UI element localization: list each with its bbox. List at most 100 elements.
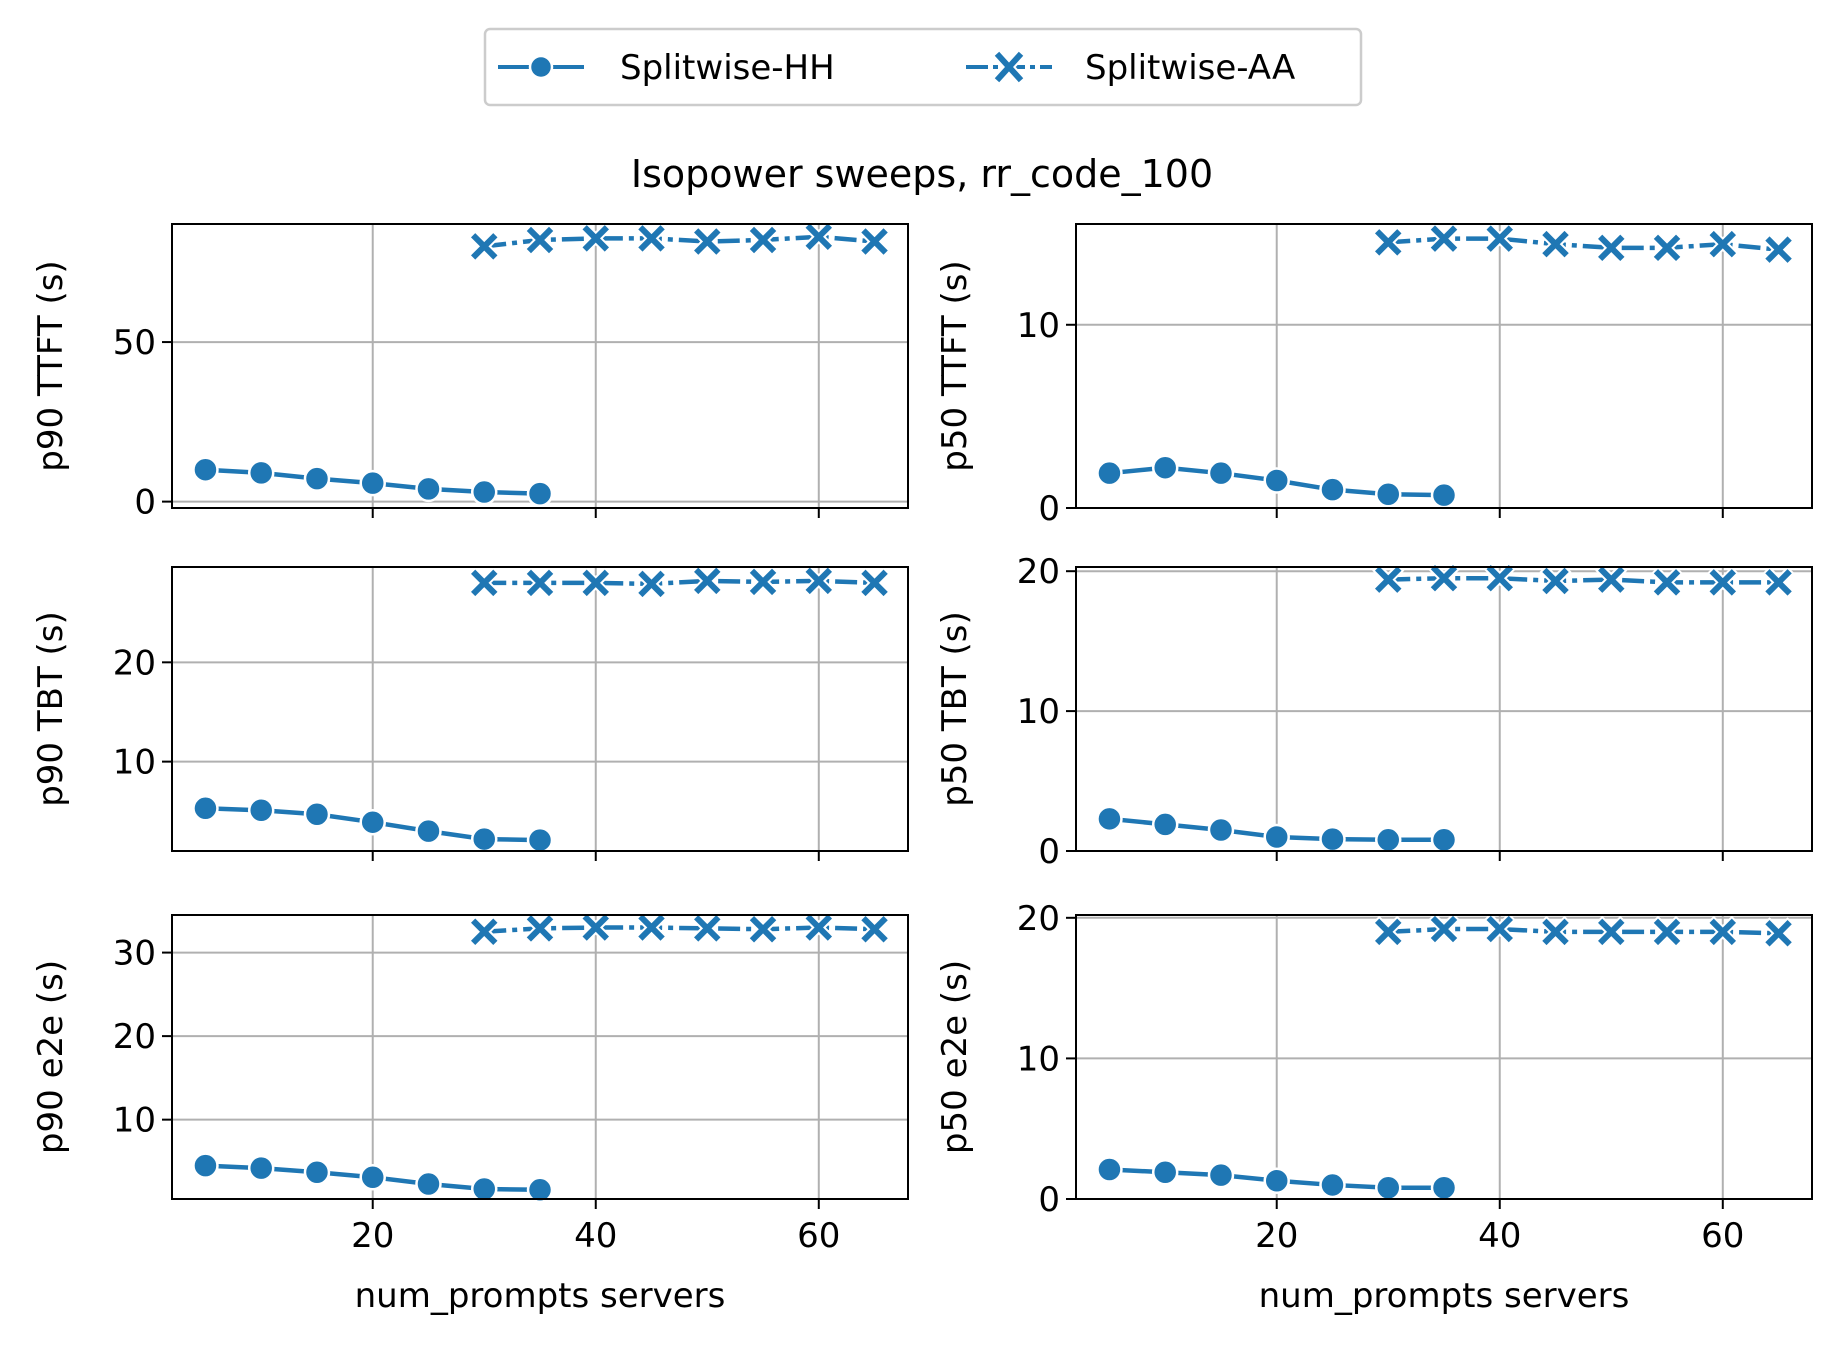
axes-frame xyxy=(1075,566,1813,852)
series-splitwise-aa xyxy=(468,220,891,263)
subplot-p50-tbt: 0 10 20 p50 TBT (s) xyxy=(935,552,1813,872)
legend-label-hh: Splitwise-HH xyxy=(620,48,835,88)
data-point xyxy=(1263,467,1290,494)
data-point xyxy=(523,912,557,945)
y-tick-label: 10 xyxy=(1017,1039,1060,1079)
data-point xyxy=(1539,915,1572,948)
data-point xyxy=(470,478,498,506)
data-point xyxy=(746,913,780,946)
y-tick-label: 10 xyxy=(1017,306,1060,346)
data-point xyxy=(858,566,891,599)
x-axis-label: num_prompts servers xyxy=(355,1276,726,1316)
data-point xyxy=(1207,816,1235,844)
data-point xyxy=(192,795,219,822)
series-splitwise-hh xyxy=(192,1152,554,1204)
x-tick-label: 60 xyxy=(1701,1216,1744,1256)
data-point xyxy=(802,220,835,253)
data-point xyxy=(1539,564,1572,598)
x-tick-label: 40 xyxy=(574,1216,617,1256)
data-point xyxy=(523,223,557,257)
data-point xyxy=(1430,481,1458,509)
data-point xyxy=(1595,563,1628,596)
data-point xyxy=(247,797,275,824)
data-point xyxy=(1483,222,1516,255)
data-point xyxy=(1319,825,1346,853)
data-point xyxy=(1372,563,1405,596)
series-splitwise-hh xyxy=(192,795,554,854)
data-point xyxy=(1706,566,1739,599)
data-point xyxy=(1539,228,1572,261)
subplot-p50-e2e: 20 40 60 0 10 20 p50 e2e (s) num_prompts server… xyxy=(935,899,1813,1316)
axes-frame xyxy=(171,223,909,509)
legend-marker-circle-icon xyxy=(528,54,554,80)
subplot-p90-ttft: 0 50 p90 TTFT (s) xyxy=(31,220,909,523)
y-tick-label: 0 xyxy=(1038,832,1060,872)
y-tick-label: 20 xyxy=(113,643,156,683)
subplot-grid: 0 50 p90 TTFT (s) 0 10 p50 TTFT (s) 10 20 p90 TB… xyxy=(31,220,1813,1316)
data-point xyxy=(468,915,501,948)
y-tick-label: 10 xyxy=(113,1101,156,1141)
x-axis-label: num_prompts servers xyxy=(1259,1276,1630,1316)
data-point xyxy=(1096,805,1123,833)
data-point xyxy=(1207,459,1235,487)
y-tick-label: 10 xyxy=(113,743,156,783)
data-point xyxy=(1096,1156,1123,1183)
series-line xyxy=(484,578,875,587)
data-point xyxy=(1263,1167,1290,1194)
data-point xyxy=(303,801,331,828)
data-point xyxy=(1762,917,1795,950)
data-point xyxy=(579,566,612,599)
y-tick-label: 50 xyxy=(113,323,156,363)
series-line xyxy=(1388,926,1779,936)
series-splitwise-hh xyxy=(192,456,554,507)
data-point xyxy=(802,911,835,944)
legend-frame xyxy=(483,27,1363,107)
data-point xyxy=(415,1170,442,1198)
series-splitwise-aa xyxy=(1372,222,1795,266)
data-point xyxy=(526,480,554,507)
data-point xyxy=(691,912,724,945)
data-point xyxy=(1427,222,1461,255)
data-point xyxy=(247,459,275,487)
axes-frame xyxy=(171,914,909,1200)
data-point xyxy=(303,1159,331,1186)
y-tick-label: 20 xyxy=(113,1017,156,1057)
legend-label-aa: Splitwise-AA xyxy=(1085,48,1295,88)
data-point xyxy=(635,911,668,944)
y-tick-label: 0 xyxy=(134,483,156,523)
data-point xyxy=(1096,459,1123,487)
subplot-p50-ttft: 0 10 p50 TTFT (s) xyxy=(935,222,1813,529)
data-point xyxy=(1650,915,1684,948)
x-tick-label: 60 xyxy=(797,1216,840,1256)
y-tick-label: 20 xyxy=(1017,899,1060,939)
data-point xyxy=(746,565,780,598)
data-point xyxy=(247,1154,275,1182)
data-point xyxy=(1374,1174,1402,1202)
data-point xyxy=(858,913,891,946)
data-point xyxy=(579,911,612,944)
y-axis-label: p90 e2e (s) xyxy=(31,960,71,1154)
y-tick-label: 0 xyxy=(1038,489,1060,529)
series-line xyxy=(1388,575,1779,585)
data-point xyxy=(470,1175,498,1203)
data-point xyxy=(1595,231,1628,264)
data-point xyxy=(470,825,498,853)
legend-entry-aa: Splitwise-AA xyxy=(966,48,1295,88)
y-axis-label: p50 TBT (s) xyxy=(935,611,975,807)
subplot-p90-e2e: 20 40 60 10 20 30 p90 e2e (s) num_prompts serve… xyxy=(31,911,909,1316)
data-point xyxy=(1374,481,1402,508)
data-point xyxy=(746,223,780,257)
data-point xyxy=(1319,476,1346,503)
data-point xyxy=(523,566,557,599)
series-line xyxy=(1388,236,1779,252)
data-point xyxy=(1430,826,1458,854)
data-point xyxy=(1427,562,1461,595)
data-point xyxy=(1319,1171,1346,1199)
data-point xyxy=(579,222,612,255)
data-point xyxy=(303,465,331,492)
data-point xyxy=(1151,1159,1179,1186)
data-point xyxy=(691,225,724,258)
y-tick-label: 0 xyxy=(1038,1180,1060,1220)
data-point xyxy=(1263,823,1290,851)
